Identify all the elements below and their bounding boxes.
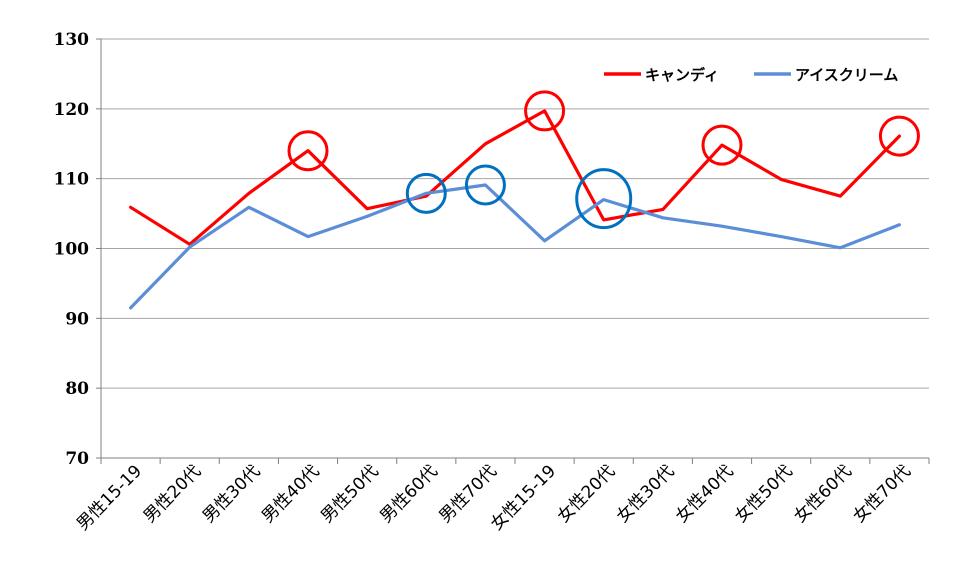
- x-tick-label: 女性70代: [849, 461, 915, 527]
- legend-label-0: キャンディ: [645, 66, 719, 84]
- legend-label-1: アイスクリーム: [795, 66, 898, 84]
- highlight-circle: [878, 115, 920, 157]
- series-line-0: [129, 109, 902, 246]
- x-tick-label: 男性50代: [317, 461, 383, 527]
- x-tick-label: 女性15-19: [487, 461, 560, 534]
- x-tick-label: 女性20代: [554, 461, 620, 527]
- x-tick-label: 男性30代: [199, 461, 265, 527]
- highlight-circle: [575, 168, 633, 230]
- x-tick-label: 男性40代: [258, 461, 324, 527]
- x-tick-label: 男性15-19: [73, 461, 146, 534]
- y-tick-label: 70: [65, 449, 89, 469]
- series-line-1: [129, 183, 902, 310]
- highlight-circle: [405, 172, 447, 214]
- x-tick-label: 女性30代: [613, 461, 679, 527]
- y-tick-label: 100: [54, 240, 90, 260]
- y-tick-label: 90: [65, 309, 89, 329]
- x-tick-label: 女性40代: [672, 461, 738, 527]
- highlight-circle: [287, 130, 329, 172]
- highlight-circle: [464, 164, 506, 206]
- x-tick-label: 女性50代: [731, 461, 797, 527]
- y-tick-label: 80: [65, 379, 89, 399]
- y-tick-label: 120: [54, 100, 90, 120]
- y-tick-label: 110: [54, 170, 90, 190]
- y-tick-label: 130: [54, 30, 90, 50]
- x-tick-label: 男性60代: [376, 461, 442, 527]
- x-tick-label: 女性60代: [790, 461, 856, 527]
- highlight-circle: [524, 90, 566, 132]
- x-tick-label: 男性20代: [140, 461, 206, 527]
- highlight-circle: [701, 124, 743, 166]
